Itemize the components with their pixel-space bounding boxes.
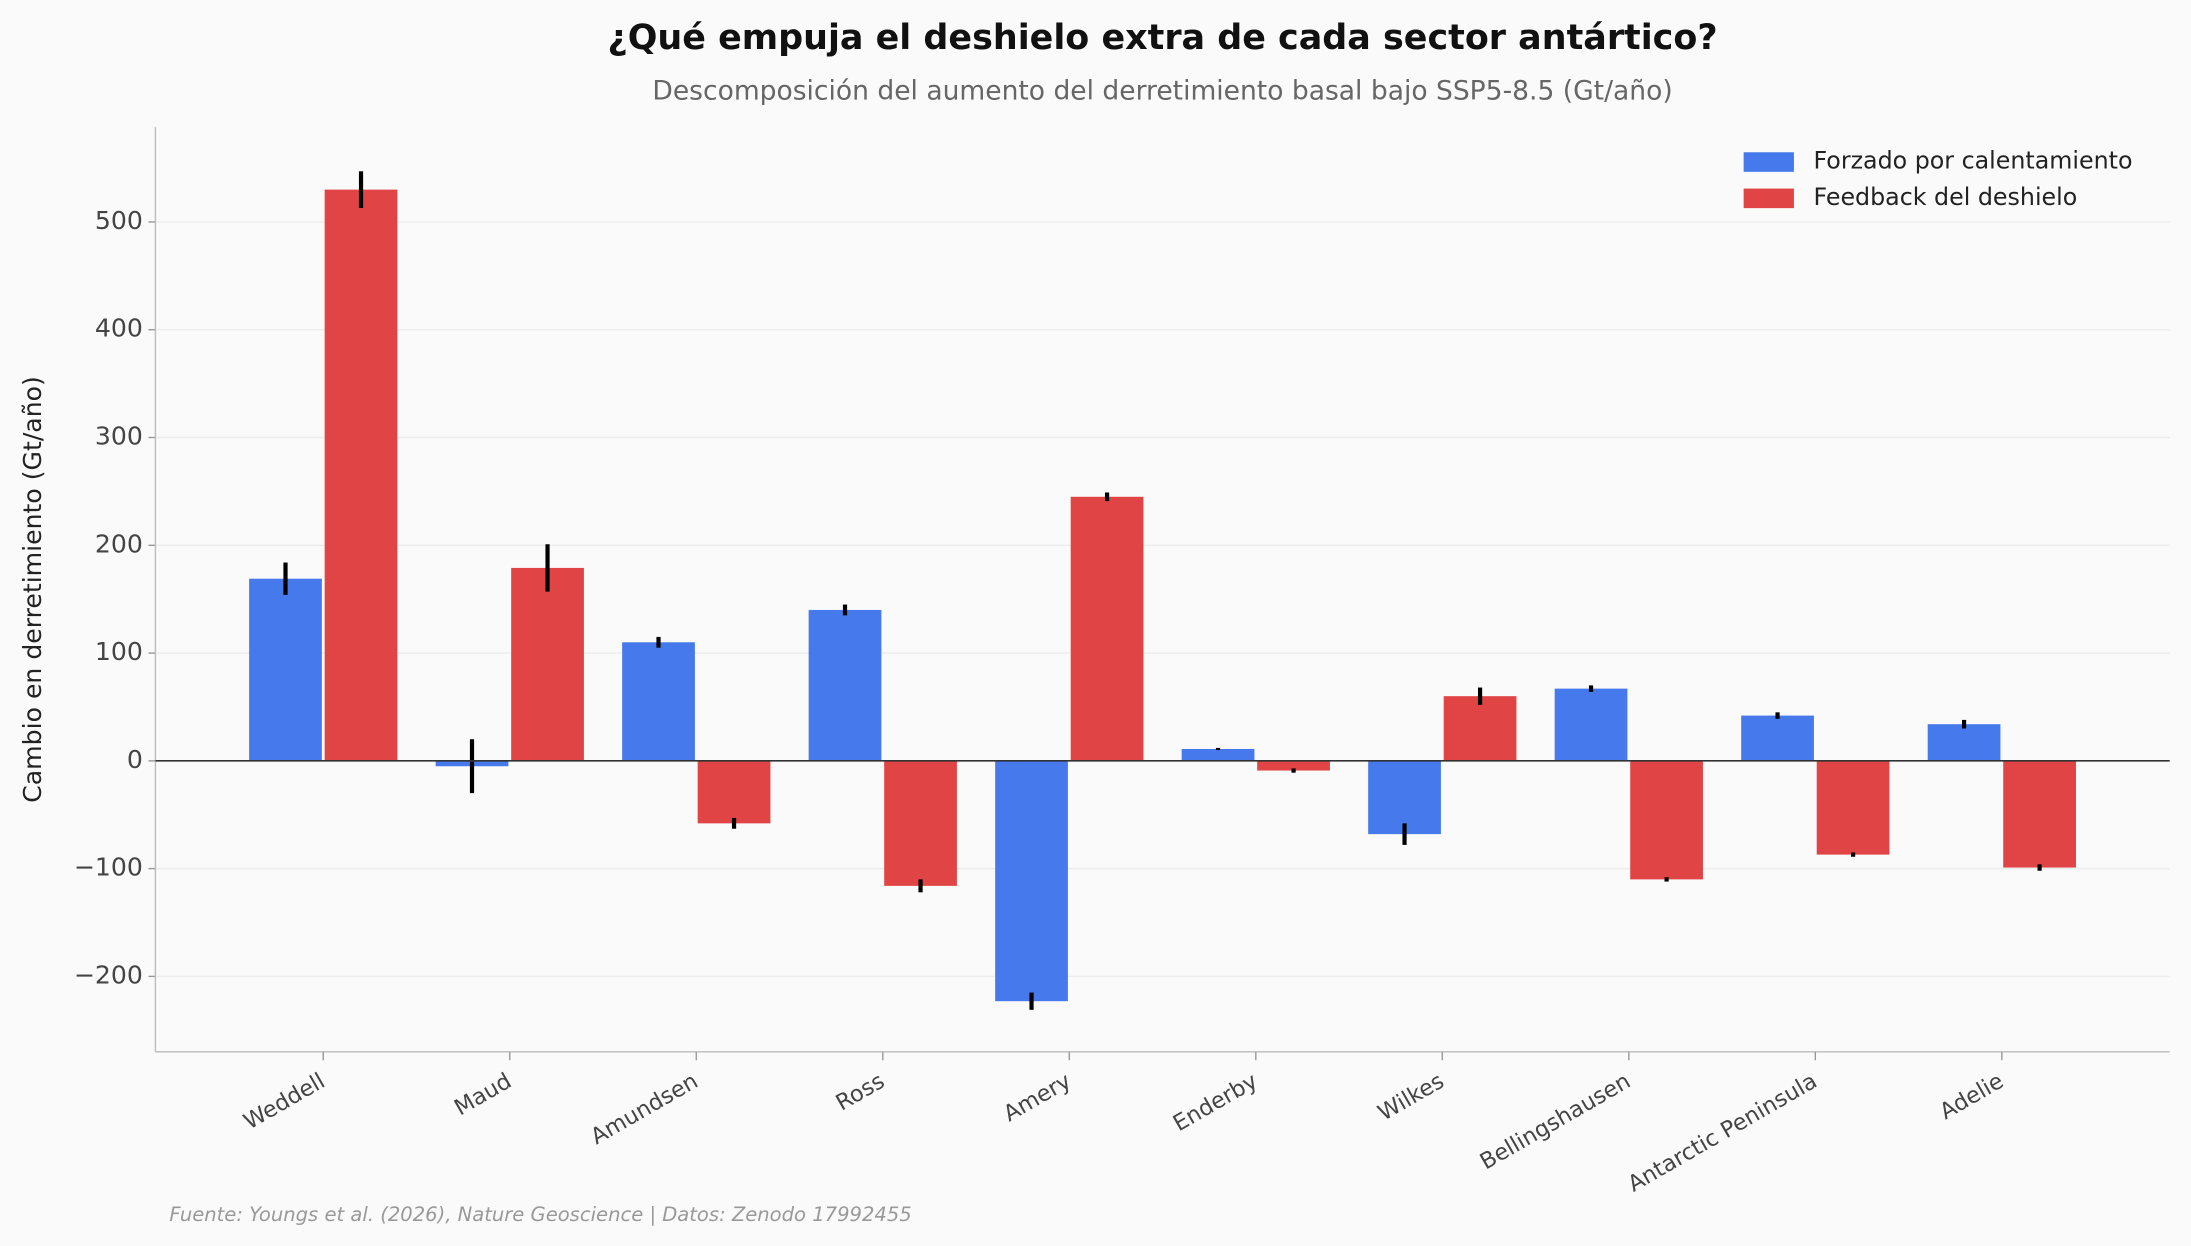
bar	[808, 609, 882, 761]
y-tick-label: 100	[95, 637, 143, 666]
bar	[511, 567, 584, 761]
bar	[1554, 688, 1628, 761]
y-tick-label: 400	[95, 314, 143, 343]
source-note: Fuente: Youngs et al. (2026), Nature Geo…	[169, 1203, 911, 1226]
legend-label: Forzado por calentamiento	[1813, 147, 2132, 175]
y-tick-label: −100	[74, 853, 143, 882]
bar	[1181, 748, 1255, 761]
chart-subtitle: Descomposición del aumento del derretimi…	[652, 76, 1672, 107]
y-tick-label: 0	[127, 745, 143, 774]
y-tick-label: 300	[95, 422, 143, 451]
y-axis-label: Cambio en derretimiento (Gt/año)	[18, 376, 47, 803]
bar	[2003, 760, 2076, 868]
bar	[1927, 724, 2001, 761]
bar	[1257, 760, 1330, 771]
legend-swatch	[1743, 152, 1794, 172]
y-tick-label: 200	[95, 529, 143, 558]
bar	[1630, 760, 1703, 880]
bar	[1443, 696, 1517, 761]
bar	[1368, 760, 1441, 835]
bar	[1070, 496, 1144, 761]
bar	[324, 189, 398, 761]
legend-swatch	[1743, 188, 1794, 209]
bar	[249, 578, 322, 761]
bar	[995, 760, 1068, 1002]
bar	[884, 760, 957, 886]
bar	[1816, 760, 1890, 855]
legend-label: Feedback del deshielo	[1813, 183, 2077, 211]
y-tick-label: −200	[74, 960, 143, 989]
chart-title: ¿Qué empuja el deshielo extra de cada se…	[607, 18, 1717, 58]
bar	[622, 642, 695, 761]
bar	[697, 760, 771, 824]
bar	[1741, 715, 1814, 761]
y-tick-label: 500	[95, 206, 143, 235]
